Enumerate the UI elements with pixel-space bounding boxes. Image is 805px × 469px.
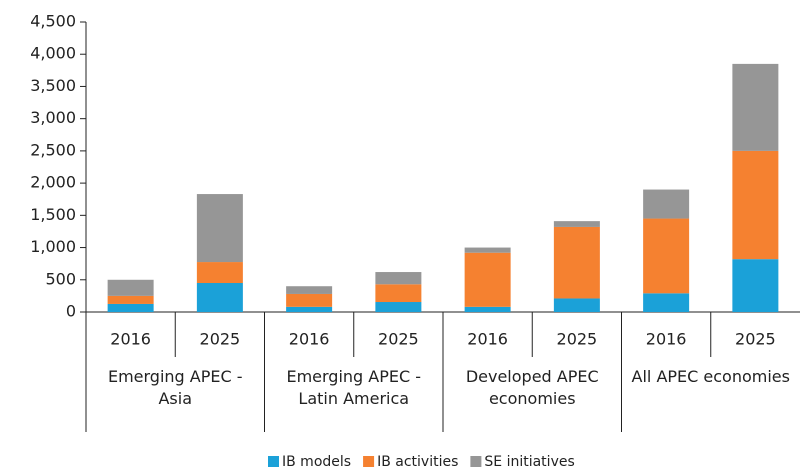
x-tick-label: 2016 [289, 330, 330, 349]
x-tick-label: 2016 [646, 330, 687, 349]
y-tick-label: 2,000 [30, 173, 76, 192]
bar-segment [286, 306, 333, 312]
y-tick-label: 1,000 [30, 237, 76, 256]
bar-segment [107, 303, 154, 312]
group-label: Emerging APEC - Latin America [286, 367, 422, 408]
bar-segment [196, 262, 243, 283]
bar-segment [196, 194, 243, 263]
bar-segment [553, 221, 600, 227]
x-tick-label: 2025 [557, 330, 598, 349]
bar-segment [643, 218, 690, 294]
bar-segment [643, 293, 690, 312]
legend-swatch [470, 456, 482, 467]
y-tick-label: 1,500 [30, 205, 76, 224]
legend-swatch [268, 456, 279, 467]
bar-segment [375, 302, 422, 312]
x-tick-label: 2025 [378, 330, 419, 349]
bar-segment [286, 293, 333, 307]
bar-segment [375, 272, 422, 285]
legend-swatch [363, 456, 375, 467]
y-tick-label: 0 [66, 302, 76, 321]
group-label: Emerging APEC - Asia [107, 367, 243, 408]
legend-label: IB models [282, 454, 351, 469]
bar-segment [107, 295, 154, 304]
bar-segment [286, 286, 333, 294]
bar-segment [553, 298, 600, 312]
bar-segment [464, 247, 511, 253]
bar-segment [196, 283, 243, 312]
group-label: All APEC economies [631, 367, 790, 386]
x-tick-label: 2025 [735, 330, 776, 349]
bar-segment [732, 150, 779, 260]
y-tick-label: 2,500 [30, 140, 76, 159]
legend-label: SE initiatives [484, 454, 574, 469]
bar-segment [732, 259, 779, 312]
legend-label: IB activities [377, 454, 458, 469]
bar-segment [375, 284, 422, 303]
y-tick-label: 4,500 [30, 12, 76, 31]
y-tick-label: 3,000 [30, 108, 76, 127]
bar-segment [643, 189, 690, 219]
x-tick-label: 2025 [200, 330, 241, 349]
y-tick-label: 500 [45, 269, 76, 288]
group-label: Developed APEC economies [465, 367, 599, 408]
bar-segment [732, 63, 779, 151]
bar-segment [107, 279, 154, 296]
x-tick-label: 2016 [467, 330, 508, 349]
x-tick-label: 2016 [110, 330, 151, 349]
y-tick-label: 4,000 [30, 44, 76, 63]
bar-segment [464, 306, 511, 312]
bar-segment [464, 252, 511, 307]
y-tick-label: 3,500 [30, 76, 76, 95]
bar-segment [553, 226, 600, 299]
